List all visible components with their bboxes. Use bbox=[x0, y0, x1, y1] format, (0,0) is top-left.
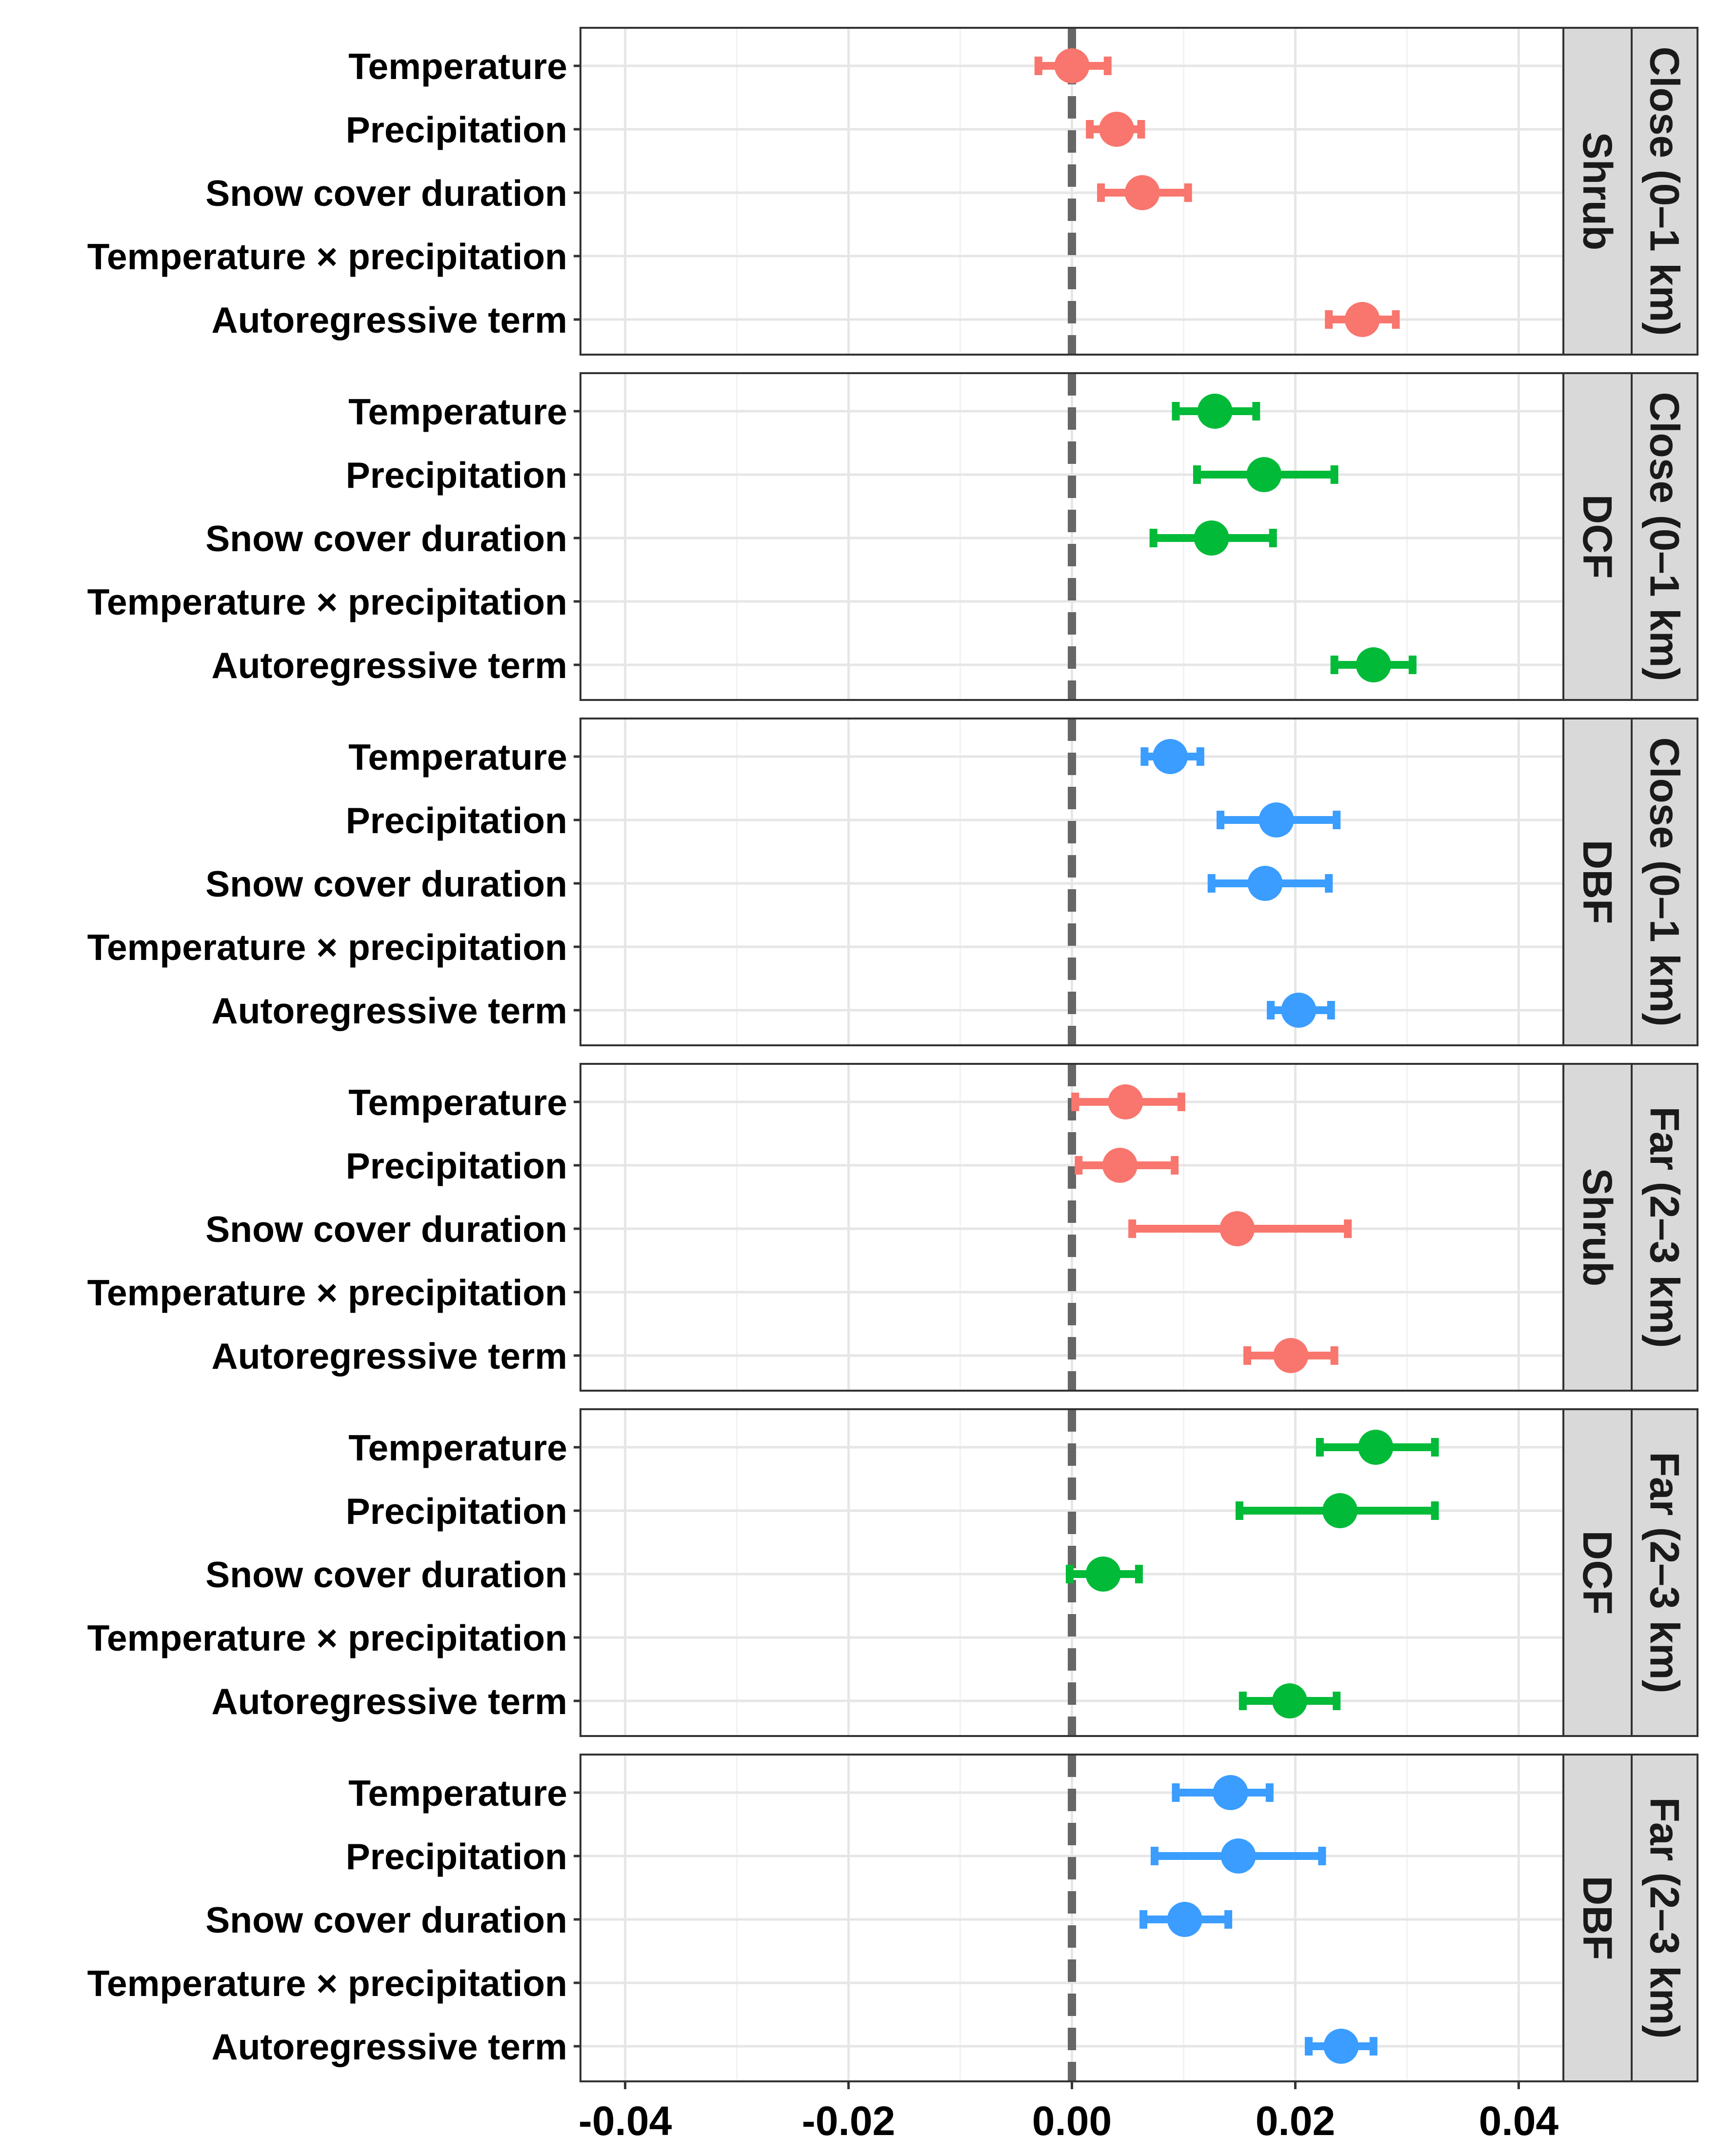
distance-strip bbox=[1631, 372, 1698, 701]
vegetation-strip bbox=[1562, 1754, 1633, 2082]
point-estimate bbox=[1085, 1557, 1121, 1592]
point-estimate bbox=[1247, 866, 1283, 901]
y-tick-label: Temperature × precipitation bbox=[87, 236, 567, 277]
y-tick-label: Temperature × precipitation bbox=[87, 927, 567, 968]
y-tick-label: Precipitation bbox=[346, 109, 567, 150]
y-tick-label: Autoregressive term bbox=[212, 1681, 567, 1722]
x-tick-label: 0.00 bbox=[1032, 2098, 1112, 2144]
vegetation-strip-label: DCF bbox=[1575, 495, 1620, 579]
facet-panel: Temperature Precipitation Snow cover durat… bbox=[87, 27, 1698, 356]
distance-strip bbox=[1631, 1408, 1698, 1737]
facet-panel: Temperature Precipitation Snow cover durat… bbox=[87, 1408, 1698, 1737]
point-estimate bbox=[1323, 2029, 1359, 2064]
point-estimate bbox=[1322, 1493, 1358, 1528]
point-estimate bbox=[1108, 1084, 1143, 1119]
y-tick-label: Temperature bbox=[348, 1773, 567, 1814]
distance-strip-label: Far (2–3 km) bbox=[1642, 1452, 1688, 1694]
point-estimate bbox=[1272, 1683, 1308, 1718]
y-tick-label: Autoregressive term bbox=[212, 299, 567, 340]
distance-strip bbox=[1631, 27, 1698, 356]
point-estimate bbox=[1219, 1211, 1255, 1246]
facet-panel: Temperature Precipitation Snow cover durat… bbox=[87, 718, 1698, 1046]
point-estimate bbox=[1220, 1838, 1256, 1874]
point-estimate bbox=[1102, 1148, 1138, 1183]
y-tick-label: Precipitation bbox=[346, 455, 567, 496]
vegetation-strip-label: Shrub bbox=[1575, 132, 1620, 251]
distance-strip bbox=[1631, 718, 1698, 1046]
distance-strip-label: Close (0–1 km) bbox=[1642, 392, 1688, 681]
y-tick-label: Snow cover duration bbox=[205, 1899, 567, 1940]
distance-strip-label: Close (0–1 km) bbox=[1642, 47, 1688, 336]
point-estimate bbox=[1197, 394, 1233, 429]
point-estimate bbox=[1167, 1902, 1202, 1937]
vegetation-strip-label: DBF bbox=[1575, 1876, 1620, 1960]
point-estimate bbox=[1358, 1430, 1394, 1465]
point-estimate bbox=[1344, 302, 1380, 337]
x-tick-label: 0.02 bbox=[1256, 2098, 1336, 2144]
y-tick-label: Snow cover duration bbox=[205, 173, 567, 214]
x-tick-label: 0.04 bbox=[1479, 2098, 1559, 2144]
y-tick-label: Autoregressive term bbox=[212, 990, 567, 1031]
point-estimate bbox=[1153, 739, 1188, 774]
y-tick-label: Temperature bbox=[348, 46, 567, 87]
facet-panel: Temperature Precipitation Snow cover durat… bbox=[87, 1754, 1698, 2082]
vegetation-strip-label: DCF bbox=[1575, 1531, 1620, 1615]
distance-strip bbox=[1631, 1063, 1698, 1392]
vegetation-strip bbox=[1562, 718, 1633, 1046]
point-estimate bbox=[1273, 1338, 1309, 1373]
point-estimate bbox=[1281, 993, 1317, 1028]
x-tick-label: -0.04 bbox=[579, 2098, 672, 2144]
y-tick-label: Snow cover duration bbox=[205, 863, 567, 904]
y-tick-label: Precipitation bbox=[346, 1491, 567, 1532]
point-estimate bbox=[1124, 175, 1160, 210]
point-estimate bbox=[1194, 520, 1229, 556]
y-tick-label: Snow cover duration bbox=[205, 518, 567, 559]
y-tick-label: Temperature bbox=[348, 737, 567, 778]
distance-strip-label: Far (2–3 km) bbox=[1642, 1107, 1688, 1348]
point-estimate bbox=[1259, 802, 1294, 838]
y-tick-label: Autoregressive term bbox=[212, 1336, 567, 1377]
vegetation-strip bbox=[1562, 372, 1633, 701]
point-estimate bbox=[1099, 112, 1135, 147]
y-tick-label: Temperature × precipitation bbox=[87, 1617, 567, 1658]
y-tick-label: Temperature bbox=[348, 1082, 567, 1123]
facet-panel: Temperature Precipitation Snow cover durat… bbox=[87, 1063, 1698, 1392]
y-tick-label: Temperature × precipitation bbox=[87, 1272, 567, 1313]
y-tick-label: Temperature bbox=[348, 1427, 567, 1468]
vegetation-strip bbox=[1562, 27, 1633, 356]
point-estimate bbox=[1054, 48, 1090, 83]
y-tick-label: Snow cover duration bbox=[205, 1209, 567, 1250]
facet-panel: Temperature Precipitation Snow cover durat… bbox=[87, 372, 1698, 701]
y-tick-label: Autoregressive term bbox=[212, 645, 567, 686]
y-tick-label: Snow cover duration bbox=[205, 1554, 567, 1595]
y-tick-label: Temperature bbox=[348, 391, 567, 432]
vegetation-strip-label: DBF bbox=[1575, 840, 1620, 924]
x-tick-label: -0.02 bbox=[802, 2098, 895, 2144]
y-tick-label: Temperature × precipitation bbox=[87, 581, 567, 622]
y-tick-label: Temperature × precipitation bbox=[87, 1963, 567, 2004]
x-axis: -0.04 -0.02 0.00 0.02 0.04 bbox=[579, 2081, 1559, 2144]
y-tick-label: Precipitation bbox=[346, 800, 567, 841]
y-tick-label: Precipitation bbox=[346, 1145, 567, 1186]
point-estimate bbox=[1213, 1775, 1248, 1810]
y-tick-label: Precipitation bbox=[346, 1836, 567, 1877]
point-estimate bbox=[1246, 457, 1282, 492]
distance-strip-label: Far (2–3 km) bbox=[1642, 1797, 1688, 2039]
distance-strip-label: Close (0–1 km) bbox=[1642, 738, 1688, 1027]
y-tick-label: Autoregressive term bbox=[212, 2026, 567, 2067]
vegetation-strip bbox=[1562, 1408, 1633, 1737]
distance-strip bbox=[1631, 1754, 1698, 2082]
panels-layer: Temperature Precipitation Snow cover durat… bbox=[87, 27, 1698, 2082]
point-estimate bbox=[1356, 647, 1391, 682]
vegetation-strip-label: Shrub bbox=[1575, 1168, 1620, 1287]
